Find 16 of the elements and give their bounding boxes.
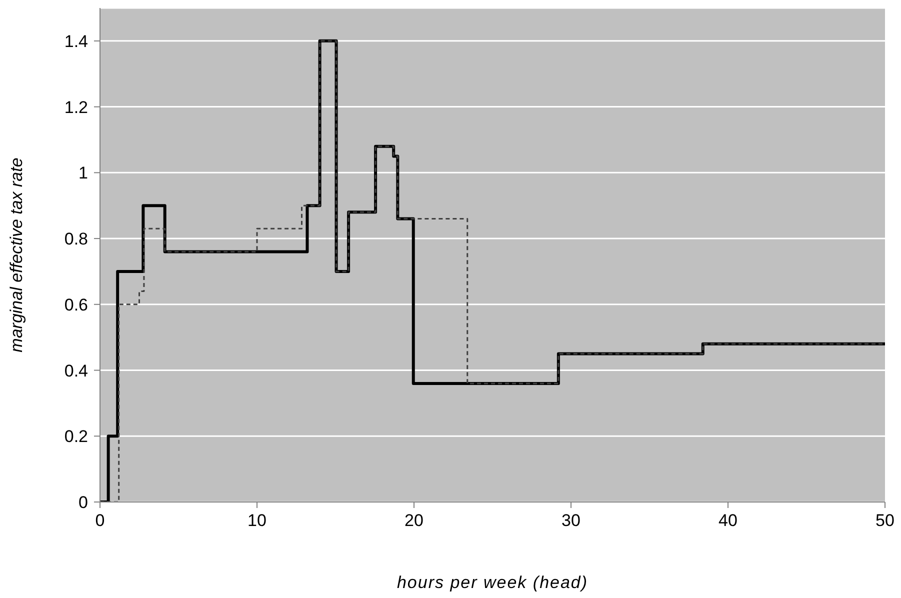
y-tick-label: 0.4 [64,361,88,380]
y-tick-label: 1.2 [64,98,88,117]
y-tick-label: 0 [78,493,88,512]
y-tick-label: 0.6 [64,295,88,314]
y-axis-title: marginal effective tax rate [7,158,26,352]
x-tick-label: 10 [248,511,266,530]
y-tick-label: 0.2 [64,427,88,446]
y-tick-label: 0.8 [64,230,88,249]
y-tick-label: 1.4 [64,32,88,51]
x-tick-label: 40 [718,511,738,530]
x-tick-label: 50 [876,511,894,530]
x-tick-label: 30 [562,511,580,530]
x-tick-label: 20 [404,511,424,530]
x-tick-label: 0 [95,511,105,530]
y-tick-label: 1 [78,164,88,183]
x-axis-title: hours per week (head) [396,573,588,592]
